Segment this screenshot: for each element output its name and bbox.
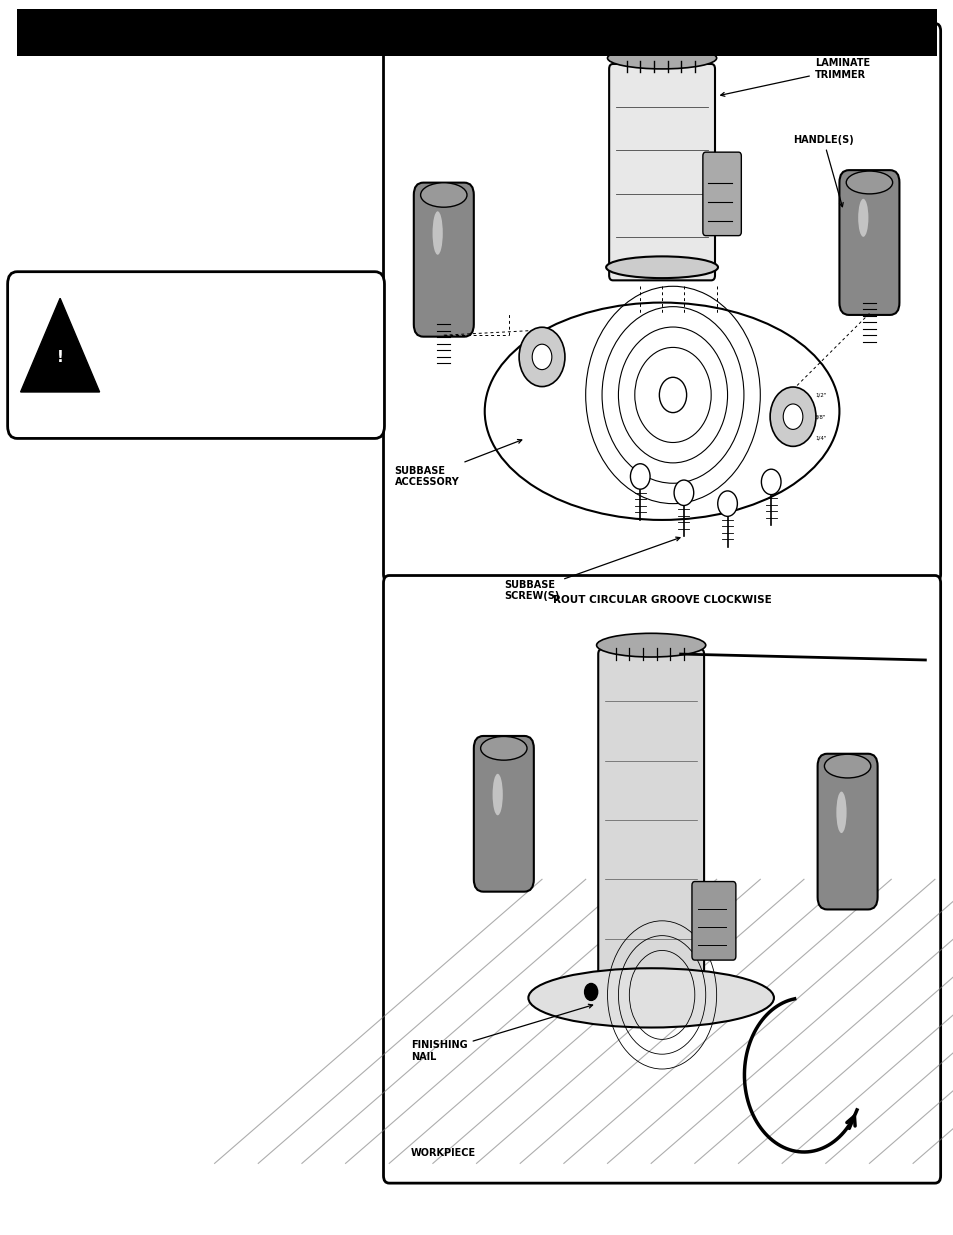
FancyBboxPatch shape (383, 576, 940, 1183)
Circle shape (769, 387, 815, 446)
Ellipse shape (480, 736, 526, 761)
FancyBboxPatch shape (598, 650, 703, 990)
Text: LAMINATE
TRIMMER: LAMINATE TRIMMER (720, 58, 869, 96)
FancyBboxPatch shape (17, 9, 936, 56)
Circle shape (630, 464, 649, 489)
Ellipse shape (836, 792, 845, 834)
Circle shape (532, 345, 551, 369)
FancyBboxPatch shape (609, 64, 714, 280)
Text: HANDLE(S): HANDLE(S) (792, 135, 853, 206)
FancyBboxPatch shape (383, 23, 940, 582)
Ellipse shape (420, 183, 467, 207)
FancyBboxPatch shape (702, 152, 740, 236)
Circle shape (518, 327, 564, 387)
Text: ROUT CIRCULAR GROOVE CLOCKWISE: ROUT CIRCULAR GROOVE CLOCKWISE (552, 595, 771, 605)
FancyBboxPatch shape (839, 170, 899, 315)
Circle shape (659, 378, 686, 412)
Ellipse shape (432, 211, 442, 254)
Circle shape (674, 480, 693, 505)
Circle shape (782, 404, 802, 430)
Polygon shape (21, 298, 99, 391)
Ellipse shape (596, 634, 705, 657)
Text: FINISHING
NAIL: FINISHING NAIL (411, 1004, 592, 1062)
Ellipse shape (858, 199, 867, 237)
Ellipse shape (823, 755, 870, 778)
Ellipse shape (492, 774, 502, 815)
FancyBboxPatch shape (8, 272, 384, 438)
Text: SUBBASE
SCREW(S): SUBBASE SCREW(S) (503, 537, 679, 601)
FancyBboxPatch shape (817, 753, 877, 909)
FancyBboxPatch shape (474, 736, 534, 892)
Text: !: ! (56, 351, 64, 366)
Text: WORKPIECE: WORKPIECE (411, 1149, 476, 1158)
Text: 3/8": 3/8" (814, 414, 825, 419)
Ellipse shape (845, 172, 892, 194)
Circle shape (717, 492, 737, 516)
FancyBboxPatch shape (414, 183, 474, 337)
Text: SUBBASE
ACCESSORY: SUBBASE ACCESSORY (395, 440, 521, 488)
Text: 1/4": 1/4" (814, 436, 825, 441)
Circle shape (760, 469, 781, 494)
FancyBboxPatch shape (691, 882, 735, 960)
Ellipse shape (605, 257, 718, 278)
Text: 1/2": 1/2" (814, 393, 825, 398)
Ellipse shape (484, 303, 839, 520)
Ellipse shape (607, 47, 716, 69)
Ellipse shape (528, 968, 773, 1028)
Circle shape (584, 983, 598, 1000)
